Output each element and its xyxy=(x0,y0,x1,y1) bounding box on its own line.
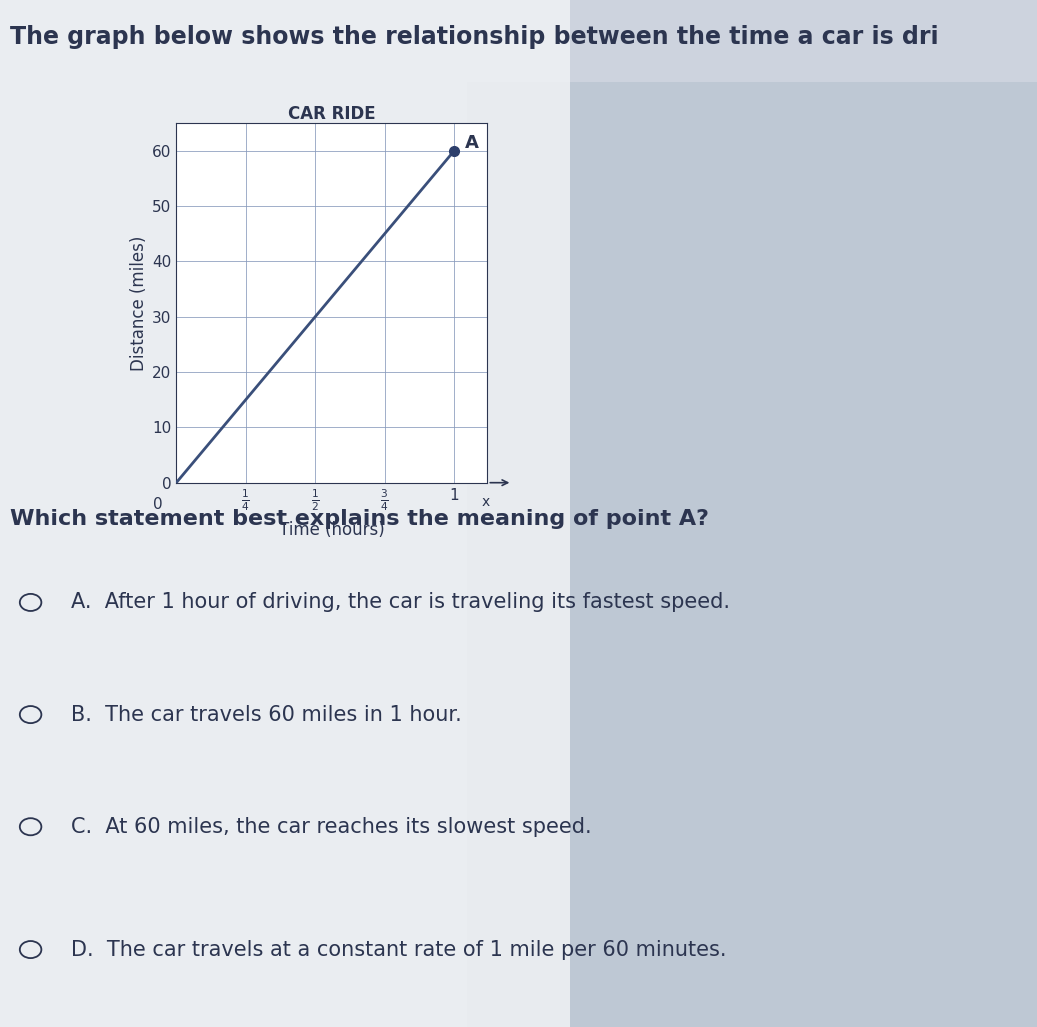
Text: D.  The car travels at a constant rate of 1 mile per 60 minutes.: D. The car travels at a constant rate of… xyxy=(71,940,727,959)
Title: CAR RIDE: CAR RIDE xyxy=(288,105,375,123)
Text: The graph below shows the relationship between the time a car is dri: The graph below shows the relationship b… xyxy=(10,25,938,48)
Bar xyxy=(0,0,570,1027)
Y-axis label: Distance (miles): Distance (miles) xyxy=(130,235,148,371)
Bar xyxy=(467,82,1037,1027)
Text: C.  At 60 miles, the car reaches its slowest speed.: C. At 60 miles, the car reaches its slow… xyxy=(71,816,592,837)
X-axis label: Time (hours): Time (hours) xyxy=(279,522,385,539)
Text: Which statement best explains the meaning of point A?: Which statement best explains the meanin… xyxy=(10,509,709,529)
Text: A.  After 1 hour of driving, the car is traveling its fastest speed.: A. After 1 hour of driving, the car is t… xyxy=(71,593,730,612)
Text: 0: 0 xyxy=(152,497,163,512)
Text: B.  The car travels 60 miles in 1 hour.: B. The car travels 60 miles in 1 hour. xyxy=(71,705,461,725)
Text: x: x xyxy=(482,495,491,509)
Text: A: A xyxy=(466,135,479,152)
